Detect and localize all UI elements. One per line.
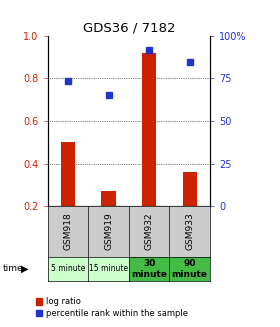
Text: 15 minute: 15 minute — [89, 265, 128, 273]
Text: GSM932: GSM932 — [144, 213, 154, 250]
Text: ▶: ▶ — [21, 264, 29, 274]
Text: 5 minute: 5 minute — [51, 265, 85, 273]
Text: 90
minute: 90 minute — [172, 259, 208, 279]
Text: time: time — [3, 265, 24, 273]
Text: GSM918: GSM918 — [63, 213, 73, 250]
Text: 30
minute: 30 minute — [131, 259, 167, 279]
Bar — [101, 191, 116, 206]
Text: GDS36 / 7182: GDS36 / 7182 — [83, 21, 175, 34]
Bar — [61, 142, 75, 206]
Bar — [183, 172, 197, 206]
Bar — [142, 53, 156, 206]
Text: GSM933: GSM933 — [185, 213, 194, 250]
Text: GSM919: GSM919 — [104, 213, 113, 250]
Legend: log ratio, percentile rank within the sample: log ratio, percentile rank within the sa… — [32, 294, 191, 321]
